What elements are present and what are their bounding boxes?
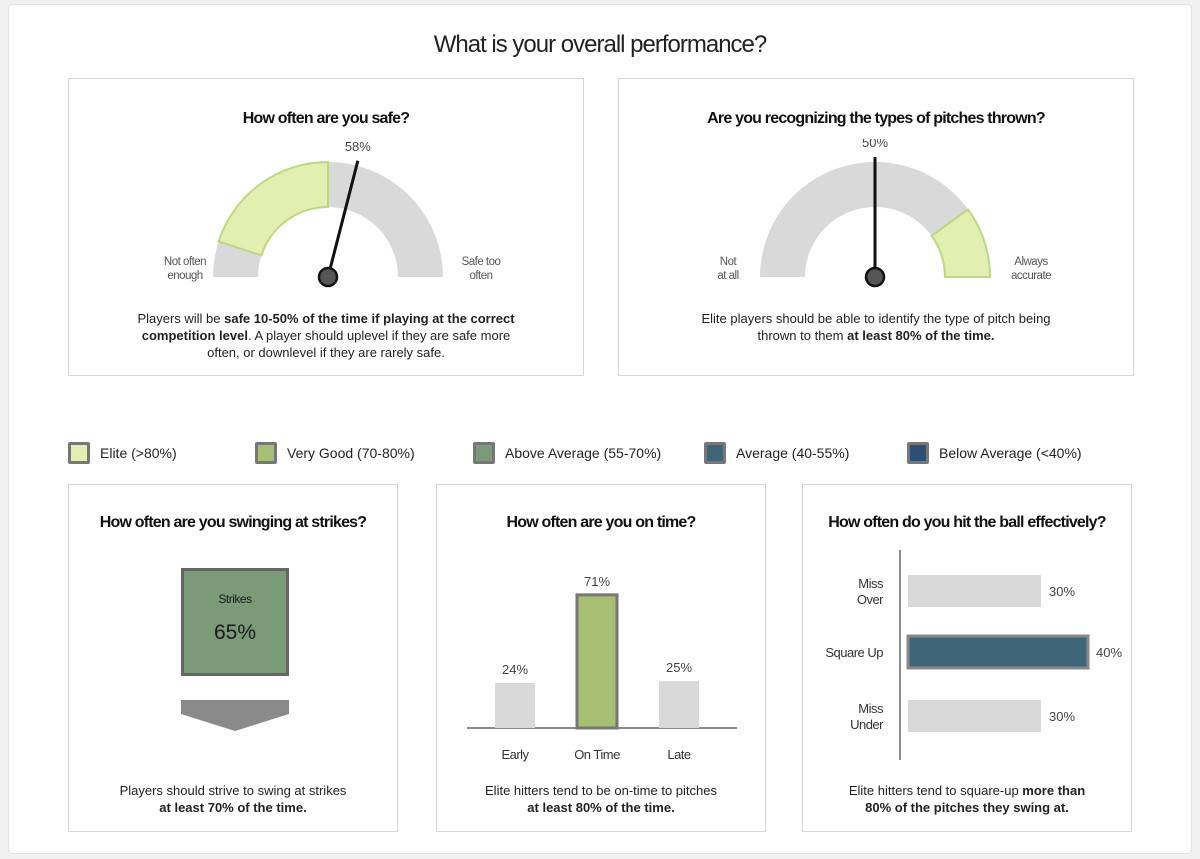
category-label: Miss Under	[850, 701, 884, 732]
legend-swatch-below-average	[907, 442, 929, 464]
safe-caption-text-3: often, or downlevel if they are rarely s…	[207, 345, 445, 360]
safe-card-title: How often are you safe?	[242, 110, 410, 127]
gauge-track	[760, 162, 990, 277]
strikes-box: Strikes 65%	[181, 568, 289, 676]
legend-swatch-very-good	[255, 442, 277, 464]
pitch-gauge: Not at all Always accurate 50%	[717, 139, 1052, 288]
ontime-caption-bold: at least 80% of the time.	[527, 800, 675, 815]
bar-value-label: 24%	[502, 662, 528, 677]
gauge-pivot	[864, 266, 886, 288]
gauge-highlight-band	[217, 160, 329, 257]
bar-on-time	[575, 593, 619, 730]
legend-label-very-good: Very Good (70-80%)	[287, 445, 415, 461]
gauge-label-right: Safe too often	[462, 256, 501, 282]
legend-label-above-average: Above Average (55-70%)	[505, 445, 662, 461]
gauge-pivot	[317, 266, 339, 288]
category-label: Square Up	[825, 645, 883, 660]
legend-below-average: Below Average (<40%)	[907, 439, 1082, 467]
ontime-bar-chart: 24% Early 71% On Time 25% Late	[467, 574, 737, 762]
effective-caption-text: Elite hitters tend to square-up	[848, 783, 1023, 798]
legend-very-good: Very Good (70-80%)	[255, 439, 415, 467]
page-container: What is your overall performance? How of…	[8, 4, 1192, 854]
bar-late	[659, 681, 699, 728]
bar-value-label: 71%	[584, 574, 610, 589]
gauge-highlight-band	[930, 208, 992, 278]
legend-swatch-above-average	[473, 442, 495, 464]
legend-swatch-elite	[68, 442, 90, 464]
bar-value-label: 40%	[1096, 645, 1122, 660]
legend-average: Average (40-55%)	[704, 439, 849, 467]
category-label: On Time	[574, 747, 620, 762]
gauge-needle	[326, 160, 360, 278]
effective-card: How often do you hit the ball effectivel…	[802, 484, 1132, 832]
strikes-card-title: How often are you swinging at strikes?	[99, 514, 367, 531]
pitch-caption: Elite players should be able to identify…	[619, 310, 1133, 344]
ontime-caption-text: Elite hitters tend to be on-time to pitc…	[485, 783, 717, 798]
effective-caption-bold-1: more than	[1022, 783, 1086, 798]
safe-caption: Players will be safe 10-50% of the time …	[69, 310, 583, 361]
pitch-caption-bold: at least 80% of the time.	[847, 328, 995, 343]
legend-swatch-average	[704, 442, 726, 464]
effective-caption-bold-2: 80% of the pitches they swing at.	[865, 800, 1069, 815]
ontime-card-title: How often are you on time?	[506, 514, 697, 531]
safe-card: How often are you safe? Not often enough …	[68, 78, 584, 376]
pitch-caption-text-1: Elite players should be able to identify…	[701, 311, 1051, 326]
strikes-box-label: Strikes	[218, 592, 252, 606]
safe-caption-bold-1: safe 10-50% of the time if playing at th…	[224, 311, 515, 326]
gauge-value-label: 50%	[862, 139, 888, 150]
strikes-caption-text: Players should strive to swing at strike…	[119, 783, 347, 798]
bar-value-label: 25%	[666, 660, 692, 675]
bar-miss-under	[908, 700, 1041, 732]
safe-caption-text-2: . A player should uplevel if they are sa…	[247, 328, 511, 343]
gauge-label-right: Always accurate	[1011, 256, 1051, 282]
safe-caption-text-1: Players will be	[137, 311, 225, 326]
legend-label-elite: Elite (>80%)	[100, 445, 177, 461]
strikes-value: 65%	[213, 621, 257, 644]
strikes-card: How often are you swinging at strikes? S…	[68, 484, 398, 832]
page-title: What is your overall performance?	[433, 31, 767, 58]
ontime-caption: Elite hitters tend to be on-time to pitc…	[437, 782, 765, 816]
bar-miss-over	[908, 575, 1041, 607]
legend-label-below-average: Below Average (<40%)	[939, 445, 1082, 461]
category-label: Late	[667, 747, 691, 762]
pitch-caption-text-2: thrown to them	[757, 328, 848, 343]
safe-caption-bold-2: competition level	[141, 328, 248, 343]
gauge-value-label: 58%	[345, 139, 371, 154]
gauge-label-left: Not often enough	[164, 256, 206, 282]
strikes-caption: Players should strive to swing at strike…	[69, 782, 397, 816]
legend-above-average: Above Average (55-70%)	[473, 439, 661, 467]
pitch-card: Are you recognizing the types of pitches…	[618, 78, 1134, 376]
legend-elite: Elite (>80%)	[68, 439, 177, 467]
bar-early	[495, 683, 535, 728]
effective-bar-chart: 30% Miss Over 40% Square Up 30% Miss Under	[825, 550, 1122, 760]
effective-card-title: How often do you hit the ball effectivel…	[828, 514, 1106, 531]
pitch-card-title: Are you recognizing the types of pitches…	[707, 110, 1045, 127]
bar-square-up	[906, 634, 1090, 670]
gauge-label-left: Not at all	[717, 256, 738, 282]
category-label: Miss Over	[857, 576, 884, 607]
category-label: Early	[501, 747, 529, 762]
bar-value-label: 30%	[1049, 709, 1075, 724]
strikes-caption-bold: at least 70% of the time.	[159, 800, 307, 815]
down-arrow-icon	[181, 700, 289, 731]
effective-caption: Elite hitters tend to square-up more tha…	[803, 782, 1131, 816]
ontime-card: How often are you on time? 24% Early 71% On…	[436, 484, 766, 832]
bar-value-label: 30%	[1049, 584, 1075, 599]
legend-label-average: Average (40-55%)	[736, 445, 850, 461]
safe-gauge: Not often enough Safe too often 58%	[164, 139, 501, 288]
